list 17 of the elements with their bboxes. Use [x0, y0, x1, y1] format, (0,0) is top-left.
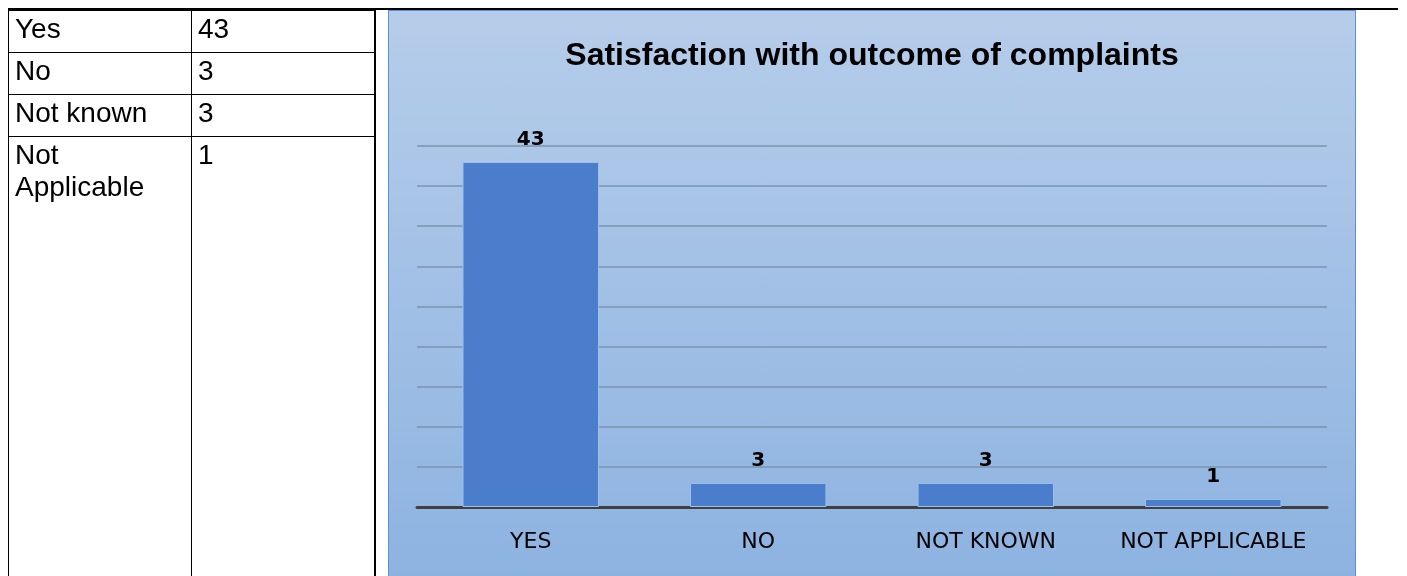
chart-title: Satisfaction with outcome of complaints [565, 36, 1179, 72]
data-label: 43 [516, 126, 545, 151]
category-label: No [8, 52, 192, 95]
x-tick-label: NOT APPLICABLE [1120, 527, 1307, 553]
data-label: 1 [1206, 462, 1221, 487]
category-label: Not Applicable [8, 136, 192, 576]
category-label: Yes [8, 10, 192, 53]
data-label: 3 [191, 52, 375, 95]
x-tick-label: NO [741, 527, 776, 553]
data-label: 1 [191, 136, 375, 576]
data-label: 43 [191, 10, 375, 53]
category-label: Not known [8, 94, 192, 137]
data-label: 3 [191, 94, 375, 137]
data-label: 3 [978, 446, 993, 471]
x-tick-label: NOT KNOWN [915, 527, 1057, 553]
x-tick-label: YES [509, 527, 552, 553]
data-label: 3 [751, 446, 766, 471]
